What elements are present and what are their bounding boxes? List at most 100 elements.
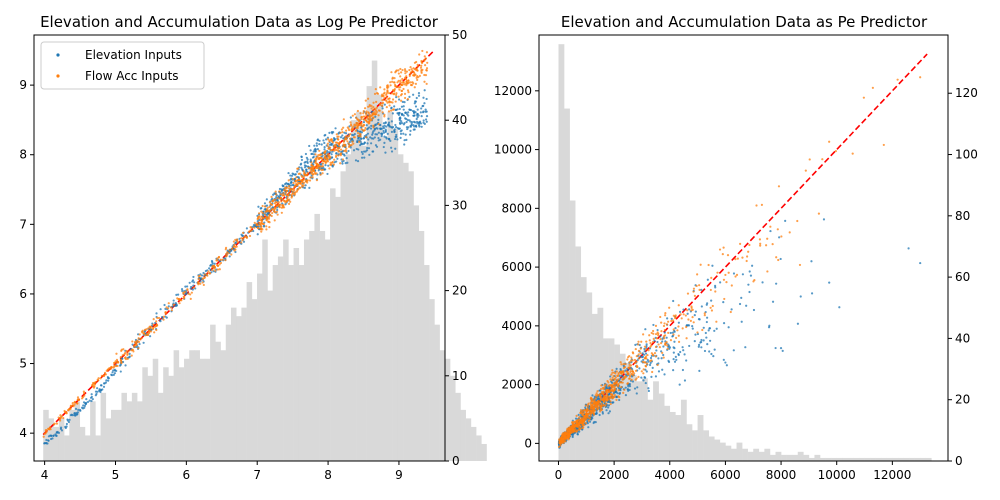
scatter-point	[748, 243, 751, 247]
scatter-point	[91, 397, 94, 401]
scatter-point	[112, 373, 115, 376]
scatter-point	[323, 146, 326, 149]
scatter-point	[45, 438, 48, 442]
scatter-point	[297, 187, 300, 191]
scatter-point	[425, 69, 428, 72]
scatter-point	[581, 426, 584, 430]
scatter-point	[634, 343, 637, 347]
scatter-point	[265, 219, 268, 222]
scatter-point	[723, 297, 726, 301]
scatter-point	[642, 372, 645, 375]
histogram-bar	[881, 457, 888, 461]
scatter-point	[622, 391, 625, 394]
histogram-bar	[64, 435, 70, 461]
scatter-point	[311, 156, 315, 159]
scatter-point	[388, 97, 391, 100]
scatter-point	[780, 235, 783, 238]
scatter-point	[624, 363, 627, 366]
histogram-bar	[460, 409, 466, 461]
scatter-point	[828, 140, 831, 143]
scatter-point	[209, 263, 213, 267]
histogram-bar	[625, 362, 632, 461]
histogram-bar	[137, 401, 143, 461]
scatter-point	[306, 171, 309, 175]
scatter-point	[672, 299, 675, 303]
scatter-point	[123, 353, 126, 356]
histogram-bar	[564, 108, 570, 462]
scatter-point	[595, 412, 598, 415]
histogram-bar	[84, 435, 91, 461]
plot-frame	[33, 34, 446, 462]
scatter-point	[578, 430, 581, 433]
scatter-point	[778, 236, 781, 239]
histogram-bar	[719, 442, 726, 461]
scatter-point	[761, 281, 764, 284]
scatter-point	[144, 334, 147, 337]
scatter-point	[404, 133, 407, 136]
histogram-bar	[730, 448, 737, 461]
x-tick-label: 10000	[818, 468, 856, 482]
scatter-point	[664, 342, 667, 345]
scatter-point	[624, 394, 628, 397]
scatter-point	[395, 96, 398, 99]
scatter-point	[643, 347, 646, 351]
scatter-point	[391, 80, 394, 83]
histogram-bar	[163, 367, 169, 461]
scatter-point	[612, 374, 615, 378]
scatter-point	[125, 349, 128, 353]
scatter-point	[656, 340, 659, 344]
scatter-point	[704, 331, 707, 335]
histogram-bar	[58, 418, 65, 461]
scatter-point	[367, 105, 370, 108]
scatter-point	[587, 416, 591, 420]
scatter-point	[618, 396, 621, 399]
scatter-point	[650, 375, 653, 379]
scatter-point	[405, 138, 408, 141]
scatter-point	[612, 392, 615, 395]
scatter-point	[167, 302, 170, 305]
scatter-point	[419, 122, 423, 125]
scatter-point	[562, 441, 565, 444]
histogram-bar	[597, 307, 604, 461]
scatter-point	[703, 349, 707, 353]
scatter-point	[573, 430, 576, 433]
scatter-point	[332, 131, 335, 134]
scatter-point	[360, 117, 363, 120]
scatter-point	[300, 162, 303, 165]
scatter-point	[416, 116, 419, 119]
scatter-point	[575, 430, 578, 433]
scatter-point	[722, 358, 725, 361]
scatter-point	[647, 360, 650, 363]
histogram-bar	[277, 256, 284, 461]
scatter-point	[368, 119, 371, 122]
scatter-point	[677, 334, 680, 337]
scatter-point	[420, 64, 423, 67]
scatter-point	[349, 123, 353, 126]
scatter-point	[292, 192, 295, 195]
scatter-point	[614, 385, 617, 388]
scatter-point	[398, 116, 401, 120]
scatter-point	[232, 245, 235, 248]
scatter-point	[424, 57, 427, 60]
scatter-point	[400, 83, 403, 87]
scatter-point	[655, 337, 659, 340]
scatter-point	[358, 132, 361, 136]
scatter-point	[379, 127, 382, 131]
scatter-point	[384, 151, 387, 154]
scatter-point	[423, 122, 426, 125]
scatter-point	[714, 290, 717, 293]
scatter-point	[236, 238, 239, 241]
scatter-point	[397, 86, 400, 89]
scatter-point	[564, 440, 567, 443]
scatter-point	[810, 260, 813, 263]
scatter-point	[242, 237, 245, 240]
scatter-point	[113, 372, 117, 375]
scatter-point	[666, 347, 669, 350]
scatter-point	[291, 172, 294, 175]
histogram-bar	[204, 358, 211, 461]
scatter-point	[722, 246, 725, 249]
scatter-point	[688, 344, 691, 348]
scatter-point	[698, 369, 701, 373]
scatter-point	[409, 81, 412, 84]
histogram-bar	[797, 451, 804, 461]
